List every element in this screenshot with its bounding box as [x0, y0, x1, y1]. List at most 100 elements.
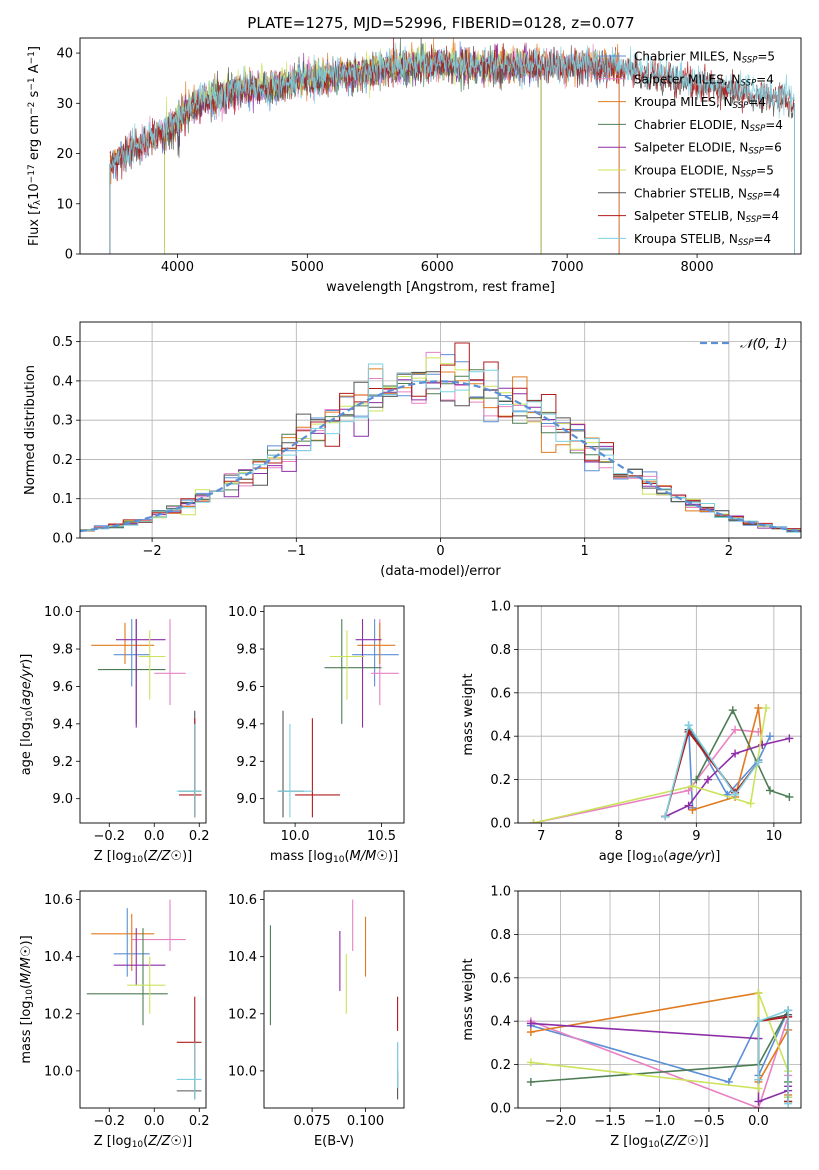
ticks: −2.0 −1.5 −1.0 −0.5 0.0 0.0 0.2 0.4 0.6 0.8 1.0 — [490, 885, 768, 1130]
error-bar — [277, 710, 304, 818]
y-tick-label: 30 — [56, 97, 73, 112]
error-bar — [113, 928, 166, 986]
x-tick-label: 1 — [581, 544, 589, 559]
axes-residuals: −2 −1 0 1 2 0.0 0.1 0.2 0.3 0.4 0.5 (data-model)/er… — [23, 321, 802, 579]
weight-marker — [746, 799, 755, 808]
x-tick-label: 0.0 — [144, 829, 165, 844]
y-tick-label: 0.4 — [52, 374, 73, 389]
y-axis-label: mass [log10(M/M☉)] — [19, 935, 35, 1063]
error-bar — [176, 1042, 202, 1100]
x-tick-label: −0.5 — [693, 1114, 725, 1129]
error-bar — [91, 913, 155, 971]
plot-area — [80, 342, 801, 533]
weight-marker — [526, 1019, 535, 1028]
y-tick-label: 0.4 — [490, 1015, 511, 1030]
axes-frame — [263, 605, 405, 824]
error-bar — [371, 619, 399, 706]
weight-marker — [703, 775, 712, 784]
x-tick-label: 0 — [436, 544, 444, 559]
axes-mass_vs_Z: −0.2 0.0 0.2 10.0 10.2 10.4 10.6 Z [log10(Z/Z☉)… — [19, 890, 210, 1150]
weight-marker — [688, 805, 697, 814]
plot-area — [526, 988, 793, 1108]
error-bar — [176, 1070, 202, 1100]
x-tick-label: 9 — [692, 829, 700, 844]
y-tick-label: 10.4 — [44, 950, 73, 965]
weight-marker — [754, 758, 763, 767]
y-tick-label: 40 — [56, 47, 73, 62]
chart-title: PLATE=1275, MJD=52996, FIBERID=0128, z=0… — [247, 14, 634, 32]
legend-entry: 𝒩(0, 1) — [740, 337, 787, 352]
y-tick-label: 0.6 — [490, 686, 511, 701]
spectrum-line — [109, 38, 795, 182]
y-tick-label: 0.1 — [52, 492, 73, 507]
error-bar — [113, 619, 150, 687]
x-tick-label: 4000 — [161, 260, 194, 275]
weight-marker — [661, 812, 670, 821]
plot-area — [91, 619, 202, 818]
x-tick-label: 10.0 — [281, 829, 310, 844]
axes-frame — [517, 890, 802, 1109]
weight-marker — [526, 1028, 535, 1037]
y-tick-label: 0.2 — [490, 773, 511, 788]
x-tick-label: 7000 — [551, 260, 584, 275]
error-bar — [352, 619, 399, 687]
plot-area — [277, 619, 399, 818]
legend: Chabrier MILES, NSSP=5 Salpeter MILES, NS… — [598, 50, 783, 248]
error-bar — [116, 619, 166, 728]
x-axis-label: mass [log10(M/M☉)] — [270, 849, 398, 865]
error-bar — [138, 630, 166, 700]
y-axis-label: Normed distribution — [23, 365, 38, 495]
weight-line — [664, 737, 790, 818]
legend-entry: Chabrier STELIB, NSSP=4 — [634, 186, 780, 202]
y-tick-label: 10.0 — [228, 1064, 257, 1079]
axes-frame — [79, 37, 802, 255]
ticks: 7 8 9 10 0.0 0.2 0.4 0.6 0.8 1.0 — [490, 600, 782, 845]
y-tick-label: 0.6 — [490, 971, 511, 986]
y-axis-label: age [log10(age/yr)] — [19, 654, 35, 776]
x-tick-label: −1.5 — [594, 1114, 626, 1129]
x-tick-label: 2 — [725, 544, 733, 559]
y-tick-label: 0.2 — [52, 453, 73, 468]
weight-marker — [784, 1099, 793, 1108]
x-tick-label: −1.0 — [644, 1114, 676, 1129]
y-tick-label: 0 — [65, 248, 73, 263]
error-bar — [127, 956, 166, 1014]
legend-entry: Salpeter ELODIE, NSSP=6 — [634, 141, 782, 157]
y-tick-label: 0.0 — [490, 1102, 511, 1117]
x-tick-label: 6000 — [421, 260, 454, 275]
plot-area — [269, 899, 399, 1100]
x-tick-label: 0.2 — [189, 829, 210, 844]
weight-marker — [765, 786, 774, 795]
error-bar — [324, 619, 382, 724]
weight-line — [533, 707, 767, 823]
x-axis-label: age [log10(age/yr)] — [599, 849, 721, 865]
axes-frame — [517, 605, 802, 824]
y-tick-label: 10.0 — [44, 1064, 73, 1079]
weight-marker — [785, 792, 794, 801]
x-tick-label: 10.5 — [367, 829, 396, 844]
y-axis-label: Flux [fλ10−17 erg cm−2 s−1 A−1] — [27, 46, 43, 246]
weight-marker — [731, 790, 740, 799]
weight-marker — [692, 775, 701, 784]
x-tick-label: −0.2 — [93, 1114, 125, 1129]
legend-entry: Salpeter MILES, NSSP=4 — [634, 72, 774, 88]
ticks: −0.2 0.0 0.2 9.0 9.2 9.4 9.6 9.8 10.0 — [44, 605, 210, 844]
weight-line — [664, 723, 760, 817]
plot-layer: 4000 5000 6000 7000 8000010203040wavelength … — [19, 37, 802, 1150]
x-tick-label: 0.0 — [748, 1114, 769, 1129]
y-tick-label: 0.5 — [52, 335, 73, 350]
error-bar — [179, 718, 202, 818]
plot-area — [109, 38, 795, 254]
weight-marker — [526, 1077, 535, 1086]
x-tick-label: 0.075 — [293, 1114, 330, 1129]
x-tick-label: 0.0 — [144, 1114, 165, 1129]
x-axis-label: Z [log10(Z/Z☉)] — [94, 1134, 192, 1150]
y-tick-label: 10.2 — [228, 1007, 257, 1022]
y-tick-label: 9.6 — [236, 680, 257, 695]
y-tick-label: 0.0 — [52, 532, 73, 547]
weight-marker — [684, 721, 693, 730]
ticks: 0.075 0.100 10.0 10.2 10.4 10.6 — [228, 893, 384, 1129]
weight-marker — [754, 703, 763, 712]
x-tick-label: −1 — [287, 544, 306, 559]
